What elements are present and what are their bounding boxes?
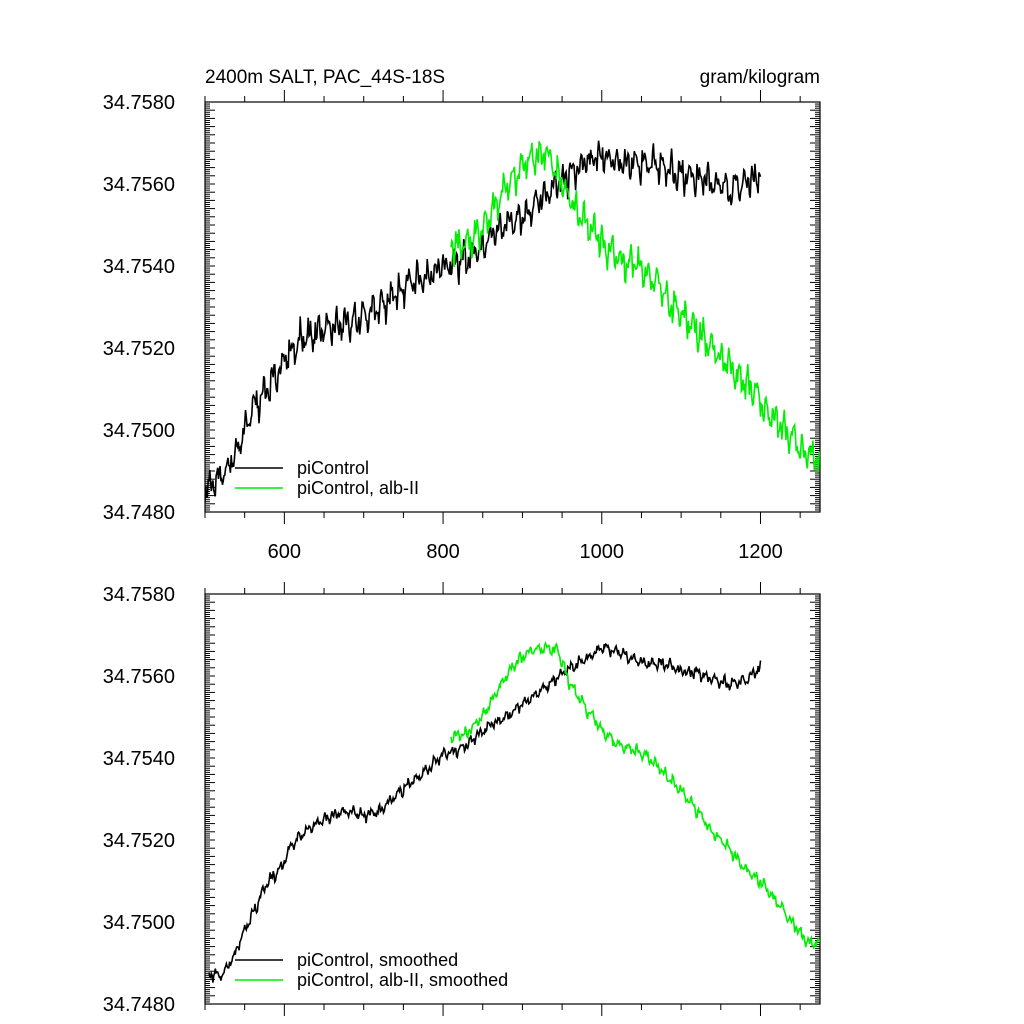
series-line-0 xyxy=(208,642,762,983)
chart-units-label: gram/kilogram xyxy=(700,67,820,88)
chart-title-left: 2400m SALT, PAC_44S-18S xyxy=(205,67,445,88)
top-panel: 34.7480 34.7500 34.7520 34.7540 34.7560 34.75… xyxy=(103,90,821,563)
y-tick-label: 34.7580 xyxy=(103,584,175,606)
series-line-0 xyxy=(205,140,762,503)
legend-label-0: piControl, smoothed xyxy=(297,950,458,970)
x-tick-label: 600 xyxy=(268,541,301,563)
x-tick-label: 1200 xyxy=(738,541,783,563)
y-tick-label: 34.7560 xyxy=(103,666,175,688)
series-line-1 xyxy=(450,640,820,950)
y-tick-label: 34.7520 xyxy=(103,338,175,360)
y-tick-label: 34.7500 xyxy=(103,420,175,442)
legend-label-1: piControl, alb-II xyxy=(297,478,419,498)
y-tick-label: 34.7500 xyxy=(103,912,175,934)
legend-label-1: piControl, alb-II, smoothed xyxy=(297,970,508,990)
plot-frame xyxy=(204,101,821,513)
series-line-1 xyxy=(450,141,820,473)
y-tick-label: 34.7580 xyxy=(103,92,175,114)
x-tick-label: 800 xyxy=(426,541,459,563)
y-tick-label: 34.7480 xyxy=(103,994,175,1016)
plot-frame xyxy=(204,593,821,1005)
x-tick-label: 1000 xyxy=(580,541,625,563)
legend-label-0: piControl xyxy=(297,458,369,478)
y-tick-label: 34.7480 xyxy=(103,502,175,524)
bottom-panel: 34.7480 34.7500 34.7520 34.7540 34.7560 34.75… xyxy=(103,582,821,1016)
y-tick-label: 34.7560 xyxy=(103,174,175,196)
y-tick-label: 34.7540 xyxy=(103,256,175,278)
y-tick-label: 34.7540 xyxy=(103,748,175,770)
y-tick-label: 34.7520 xyxy=(103,830,175,852)
